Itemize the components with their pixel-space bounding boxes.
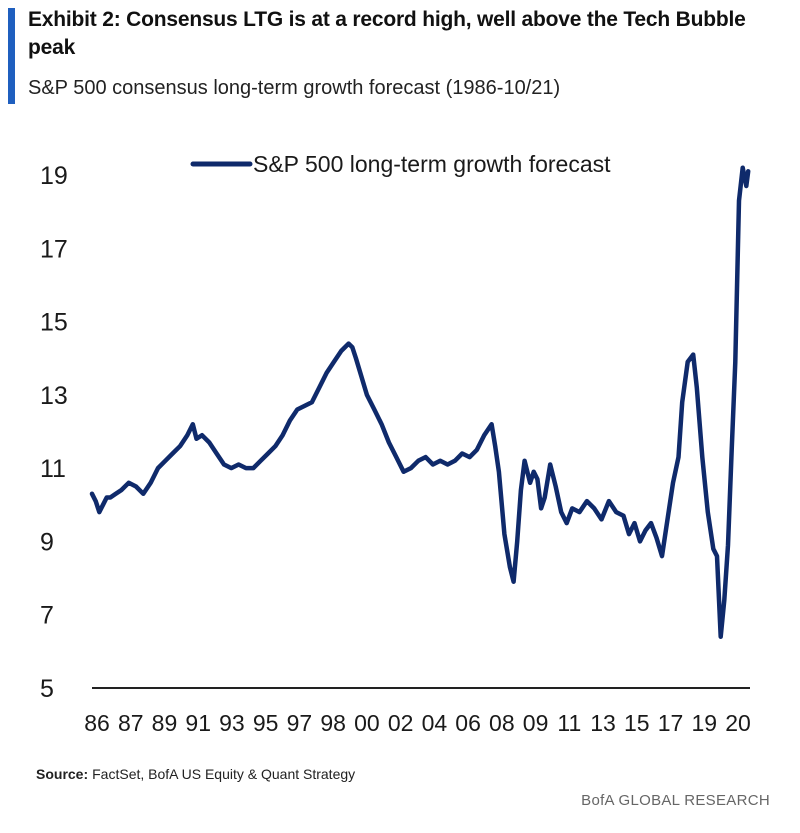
x-tick-label: 86 [84,710,110,736]
source-text: FactSet, BofA US Equity & Quant Strategy [92,766,356,782]
x-tick-label: 00 [354,710,380,736]
line-chart: 5 7 9 11 13 15 17 19 86 87 89 91 93 95 97 98 00 02 04 06 08 0… [40,151,751,736]
y-tick-label: 5 [40,675,54,703]
accent-bar [8,8,15,104]
x-tick-label: 13 [590,710,616,736]
legend-label: S&P 500 long-term growth forecast [253,151,611,177]
y-tick-label: 17 [40,235,68,263]
x-tick-label: 20 [725,710,751,736]
y-tick-label: 7 [40,602,54,630]
x-tick-label: 89 [152,710,178,736]
x-tick-label: 02 [388,710,414,736]
source-label: Source: [36,766,89,782]
x-tick-label: 15 [624,710,650,736]
y-tick-label: 19 [40,162,68,190]
series-line-ltg [89,165,751,639]
x-tick-label: 97 [287,710,313,736]
x-tick-label: 17 [658,710,684,736]
y-tick-label: 11 [40,455,66,483]
x-tick-label: 93 [219,710,245,736]
y-tick-label: 9 [40,528,54,556]
chart-title: Exhibit 2: Consensus LTG is at a record … [28,8,746,59]
y-tick-label: 15 [40,309,68,337]
x-tick-label: 98 [320,710,346,736]
x-tick-label: 08 [489,710,515,736]
x-tick-label: 91 [185,710,211,736]
source-note: Source: FactSet, BofA US Equity & Quant S… [36,766,355,782]
x-tick-label: 11 [557,710,581,736]
x-tick-label: 87 [118,710,144,736]
x-tick-label: 95 [253,710,279,736]
brand-label: BofA GLOBAL RESEARCH [581,792,770,809]
x-tick-label: 09 [523,710,549,736]
x-tick-label: 19 [691,710,717,736]
x-tick-label: 06 [455,710,481,736]
y-tick-label: 13 [40,382,68,410]
x-tick-label: 04 [422,710,448,736]
chart-subtitle: S&P 500 consensus long-term growth forec… [28,77,561,99]
